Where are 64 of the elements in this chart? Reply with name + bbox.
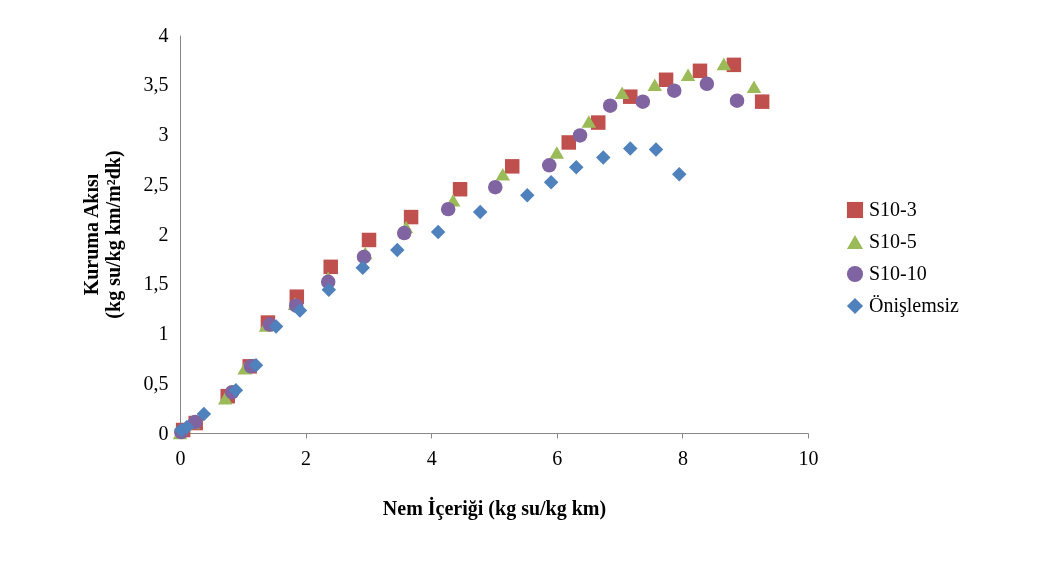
point (716, 57, 732, 71)
point (430, 224, 446, 240)
point (488, 180, 503, 195)
x-tick-label: 10 (798, 446, 819, 469)
point (746, 80, 762, 94)
y-tick-label: 0 (158, 421, 169, 444)
point (699, 76, 715, 91)
point (614, 86, 630, 99)
point (569, 160, 584, 175)
point (647, 78, 663, 92)
x-tick-label: 4 (426, 446, 437, 469)
legend-label: S10-5 (869, 230, 917, 252)
legend-label: S10-10 (869, 262, 927, 284)
y-tick-label: 1,5 (143, 272, 169, 295)
x-tick-label: 2 (301, 446, 312, 469)
point (248, 358, 264, 373)
point (635, 94, 651, 109)
point (396, 225, 412, 241)
point (440, 201, 456, 217)
point (680, 68, 696, 82)
point (472, 204, 488, 220)
point (543, 175, 559, 190)
y-tick-label: 2 (158, 222, 169, 245)
point (323, 259, 338, 275)
y-tick-label: 0,5 (143, 371, 169, 394)
y-tick-label: 2,5 (143, 172, 169, 195)
legend-label: Önişlemsiz (869, 294, 960, 317)
point (452, 181, 468, 197)
x-tick-label: 6 (552, 446, 563, 469)
point (572, 128, 588, 143)
y-tick-label: 3,5 (143, 73, 169, 96)
x-axis-title: Nem İçeriği (kg su/kg km) (382, 495, 607, 520)
point (666, 83, 682, 98)
point (602, 98, 618, 113)
y-tick-label: 3 (158, 123, 169, 145)
point (549, 146, 565, 159)
point (196, 406, 212, 422)
x-tick-label: 8 (677, 446, 688, 469)
point (542, 158, 557, 173)
y-tick-label: 1 (158, 322, 169, 344)
point (292, 303, 308, 318)
point (581, 115, 597, 128)
point (268, 319, 284, 334)
point (729, 93, 745, 108)
point (561, 135, 576, 150)
point (623, 141, 638, 156)
point (228, 382, 244, 398)
y-axis-title: Kuruma Akısı (kg su/kg km/m²dk) (79, 150, 125, 319)
point (504, 159, 520, 174)
point (361, 232, 377, 248)
x-tick-label: 0 (175, 446, 186, 469)
point (495, 168, 511, 181)
point (754, 94, 770, 109)
point (403, 209, 419, 225)
point (520, 187, 535, 203)
y-tick-label: 4 (158, 23, 169, 46)
point (596, 150, 611, 165)
point (648, 142, 664, 157)
legend-label: S10-3 (869, 198, 917, 220)
point (355, 260, 370, 276)
point (321, 282, 337, 297)
point (390, 242, 405, 258)
point (692, 63, 708, 79)
point (672, 167, 687, 182)
